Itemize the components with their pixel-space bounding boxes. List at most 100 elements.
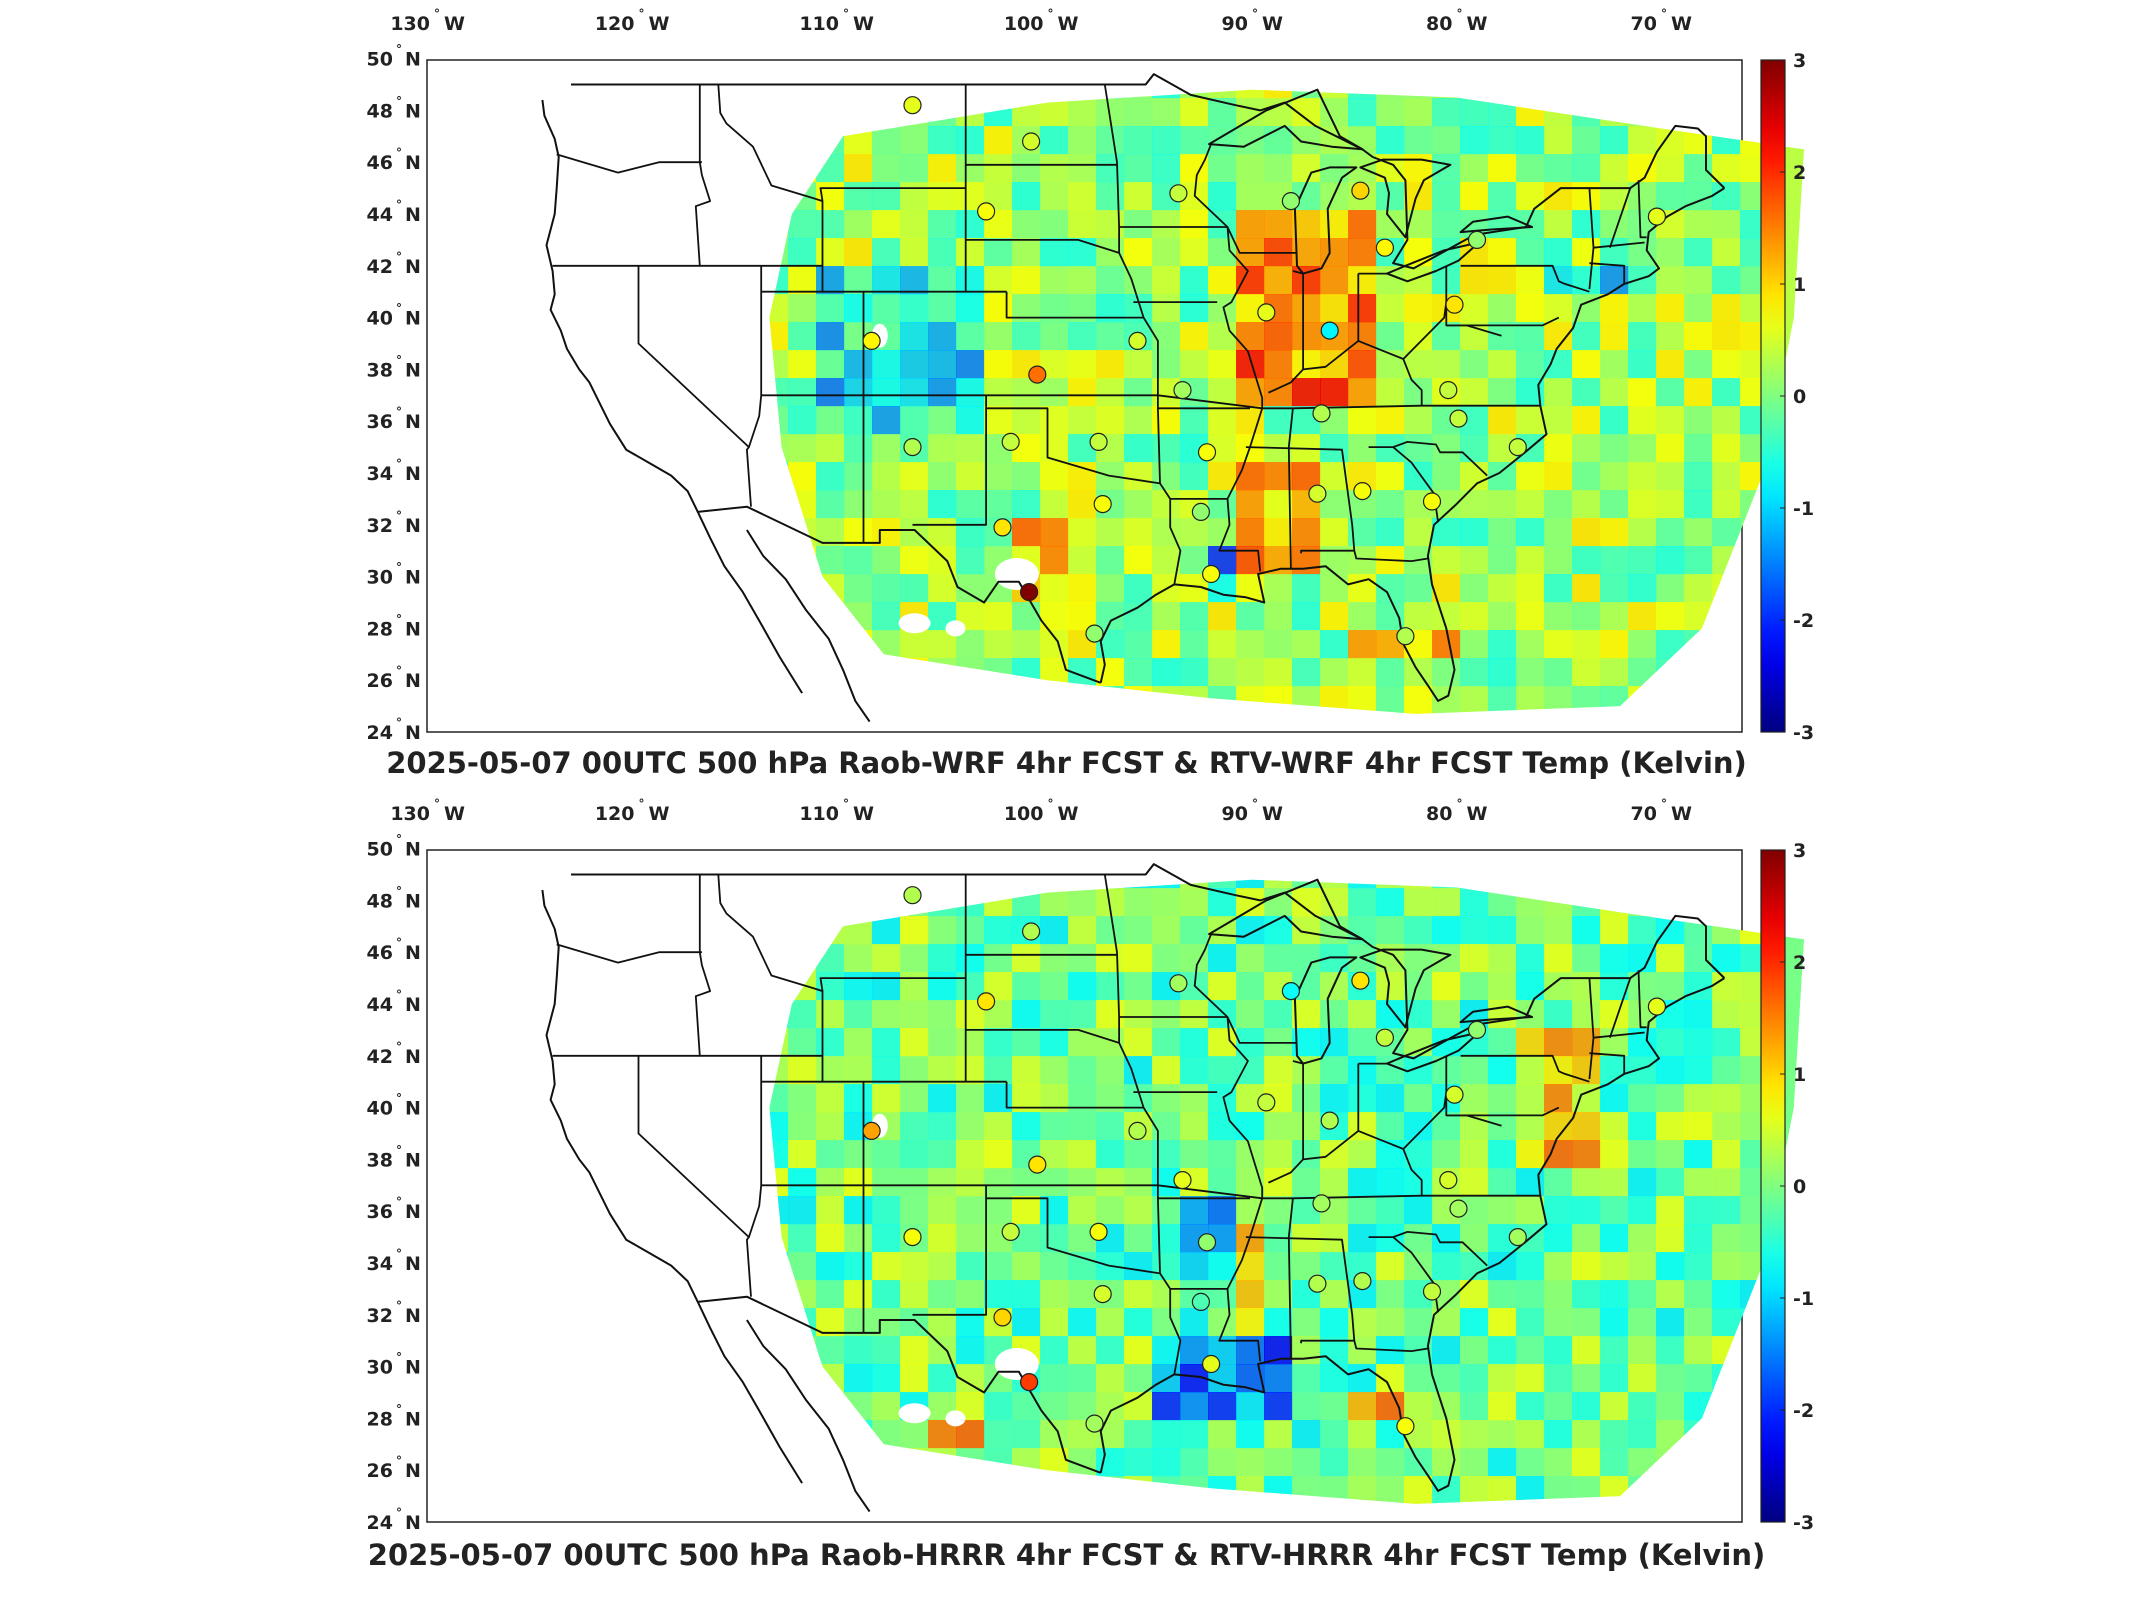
state-border xyxy=(1593,241,1645,249)
state-border xyxy=(1609,187,1632,248)
station-marker xyxy=(1351,971,1370,990)
svg-text:50: 50 xyxy=(367,49,393,71)
lat-tick-label: 44 ° N xyxy=(367,198,421,226)
svg-text:°: ° xyxy=(396,1506,402,1520)
state-border xyxy=(552,874,711,1057)
svg-text:°: ° xyxy=(639,797,645,811)
state-border xyxy=(761,1184,1541,1200)
svg-text:90: 90 xyxy=(1222,13,1248,35)
station-marker xyxy=(1647,997,1667,1016)
station-marker xyxy=(1093,495,1112,514)
great-lake-0 xyxy=(1208,878,1364,941)
svg-text:N: N xyxy=(405,839,421,861)
svg-text:N: N xyxy=(405,1357,421,1379)
svg-text:W: W xyxy=(1467,13,1488,35)
svg-text:°: ° xyxy=(396,612,402,626)
svg-text:N: N xyxy=(405,890,421,912)
state-border xyxy=(985,395,1161,485)
state-border xyxy=(1637,970,1647,1029)
station-marker xyxy=(1173,1171,1192,1190)
svg-text:W: W xyxy=(1262,13,1283,35)
svg-text:°: ° xyxy=(843,797,849,811)
station-marker xyxy=(1197,1233,1217,1252)
svg-text:°: ° xyxy=(1048,7,1054,21)
coastline-0 xyxy=(541,889,803,1484)
svg-text:N: N xyxy=(405,1253,421,1275)
station-marker xyxy=(1085,1414,1104,1433)
state-border xyxy=(1193,933,1229,1018)
lat-tick-label: 48 ° N xyxy=(367,94,421,122)
svg-text:°: ° xyxy=(1252,797,1258,811)
lat-tick-label: 24 ° N xyxy=(367,1506,421,1534)
station-marker xyxy=(1019,1372,1039,1392)
lat-tick-label: 28 ° N xyxy=(367,612,421,640)
station-marker xyxy=(1169,974,1188,993)
lat-tick-label: 30 ° N xyxy=(367,561,421,589)
station-marker xyxy=(1028,365,1047,384)
lon-tick-label: 90 ° W xyxy=(1222,7,1283,35)
lat-tick-label: 26 ° N xyxy=(367,664,421,692)
svg-text:N: N xyxy=(405,1408,421,1430)
station-marker xyxy=(1508,1228,1527,1247)
station-marker xyxy=(1169,184,1188,203)
station-marker xyxy=(976,202,996,221)
station-marker xyxy=(1001,1222,1020,1241)
svg-text:°: ° xyxy=(396,1195,402,1209)
svg-text:N: N xyxy=(405,722,421,744)
svg-text:32: 32 xyxy=(367,1305,393,1327)
station-marker xyxy=(1128,331,1147,350)
state-border xyxy=(1005,291,1144,319)
lat-tick-label: 42 ° N xyxy=(367,1040,421,1068)
state-border xyxy=(912,408,987,526)
svg-text:N: N xyxy=(405,49,421,71)
state-border xyxy=(1245,1236,1356,1341)
coastline-2 xyxy=(1099,977,1725,1492)
svg-text:30: 30 xyxy=(367,567,393,589)
colorbar-tick-label: 3 xyxy=(1793,840,1806,862)
svg-text:°: ° xyxy=(396,988,402,1002)
temperature-field xyxy=(769,89,1805,714)
station-marker xyxy=(1085,624,1104,643)
state-border xyxy=(1193,143,1229,228)
svg-text:38: 38 xyxy=(367,1149,393,1171)
raob-stations xyxy=(862,886,1667,1436)
svg-text:N: N xyxy=(405,1201,421,1223)
svg-text:°: ° xyxy=(396,1351,402,1365)
station-marker xyxy=(1021,132,1041,151)
svg-text:N: N xyxy=(405,994,421,1016)
svg-text:N: N xyxy=(405,204,421,226)
state-border xyxy=(556,943,702,964)
station-marker xyxy=(1353,1272,1372,1291)
svg-text:N: N xyxy=(405,1098,421,1120)
colorbar: 3 2 1 0 -1 -2 -3 xyxy=(1760,840,1814,1534)
lat-tick-label: 34 ° N xyxy=(367,1247,421,1275)
svg-text:N: N xyxy=(405,308,421,330)
panel-hrrr: 130 ° W 120 ° W 110 ° W 100 ° W 90 ° W 80 ° W 70 ° W 50 ° N 48 ° N… xyxy=(0,790,2133,1600)
svg-text:48: 48 xyxy=(367,890,393,912)
station-marker xyxy=(993,518,1012,537)
great-lake-4 xyxy=(1459,1005,1534,1024)
state-border xyxy=(1460,264,1590,293)
lat-tick-label: 38 ° N xyxy=(367,1143,421,1171)
svg-text:°: ° xyxy=(396,43,402,57)
state-border xyxy=(1300,1339,1429,1352)
great-lake-1 xyxy=(1293,166,1358,275)
colorbar-tick-label: 0 xyxy=(1793,1176,1806,1198)
station-marker xyxy=(1308,1274,1327,1293)
station-marker xyxy=(903,438,922,457)
station-marker xyxy=(862,331,881,350)
svg-text:48: 48 xyxy=(367,100,393,122)
svg-text:34: 34 xyxy=(367,463,393,485)
station-marker xyxy=(1191,502,1211,521)
station-marker xyxy=(1312,1194,1331,1213)
lat-tick-label: 42 ° N xyxy=(367,250,421,278)
lon-tick-label: 70 ° W xyxy=(1631,797,1692,825)
svg-text:°: ° xyxy=(396,94,402,108)
state-border xyxy=(1402,1091,1448,1150)
boundary-lines xyxy=(541,73,1726,723)
lat-tick-label: 34 ° N xyxy=(367,457,421,485)
station-marker xyxy=(1467,1020,1487,1039)
lat-tick-label: 50 ° N xyxy=(367,833,421,861)
state-border xyxy=(1589,1052,1626,1074)
svg-text:N: N xyxy=(405,942,421,964)
